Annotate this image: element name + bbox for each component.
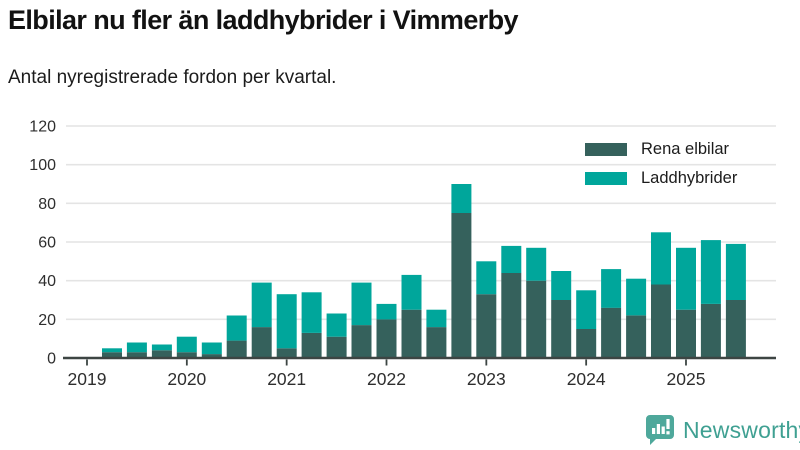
x-tick-label: 2023 (467, 369, 506, 389)
bar-rena-elbilar (601, 307, 622, 358)
bar-rena-elbilar (351, 325, 372, 358)
bar-rena-elbilar (725, 300, 746, 358)
bar-laddhybrider (676, 247, 696, 310)
bar-laddhybrider (326, 313, 347, 337)
bar-laddhybrider (201, 342, 222, 355)
bar-rena-elbilar (176, 352, 197, 358)
bar-laddhybrider (651, 232, 671, 285)
bar-rena-elbilar (376, 319, 397, 358)
bar-rena-elbilar (551, 300, 572, 358)
bar-rena-elbilar (576, 329, 597, 358)
y-tick-label: 60 (38, 235, 56, 252)
legend: Rena elbilar Laddhybrider (585, 139, 738, 200)
bar-laddhybrider (176, 336, 197, 353)
page-subtitle: Antal nyregistrerade fordon per kvartal. (8, 67, 337, 88)
x-tick-label: 2025 (667, 369, 706, 389)
bar-rena-elbilar (426, 327, 447, 358)
x-tick-label: 2024 (567, 369, 606, 389)
stacked-bar-chart: 0 20 40 60 80 100 120 2019 2020 2021 2022 2023 2024 2… (29, 119, 776, 389)
legend-item-laddhybrider: Laddhybrider (585, 168, 738, 187)
bar-rena-elbilar (526, 280, 547, 358)
brand-name: Newsworthy (683, 416, 800, 443)
bar-laddhybrider (476, 261, 497, 295)
legend-label: Rena elbilar (641, 139, 730, 158)
x-tick-label: 2022 (367, 369, 406, 389)
y-tick-label: 100 (29, 157, 56, 174)
bar-laddhybrider (725, 243, 746, 300)
bar-rena-elbilar (102, 352, 122, 358)
y-tick-label: 80 (38, 196, 56, 213)
bar-laddhybrider (451, 184, 472, 213)
bar-laddhybrider (401, 274, 422, 310)
y-tick-label: 20 (38, 312, 56, 329)
bar-laddhybrider (576, 290, 597, 329)
bar-rena-elbilar (251, 327, 272, 358)
bar-rena-elbilar (276, 348, 297, 358)
bar-laddhybrider (700, 240, 721, 304)
bar-laddhybrider (102, 348, 122, 353)
bar-rena-elbilar (126, 352, 147, 358)
bar-laddhybrider (376, 303, 397, 320)
legend-swatch-rena-elbilar (585, 142, 627, 156)
bar-laddhybrider (626, 278, 647, 316)
bar-laddhybrider (351, 282, 372, 326)
newsworthy-logo-icon (646, 415, 674, 445)
legend-label: Laddhybrider (641, 168, 738, 187)
bar-laddhybrider (126, 342, 147, 353)
bar-rena-elbilar (651, 284, 671, 358)
bar-laddhybrider (301, 292, 322, 333)
legend-swatch-laddhybrider (585, 171, 627, 185)
bar-rena-elbilar (626, 315, 647, 358)
bar-rena-elbilar (201, 354, 222, 358)
x-tick-label: 2021 (267, 369, 306, 389)
bar-rena-elbilar (451, 213, 472, 358)
bar-rena-elbilar (401, 309, 422, 358)
bar-laddhybrider (551, 271, 572, 300)
bar-laddhybrider (226, 315, 247, 341)
bar-laddhybrider (151, 344, 172, 351)
legend-item-rena-elbilar: Rena elbilar (585, 139, 737, 158)
x-tick-label: 2020 (167, 369, 206, 389)
bar-laddhybrider (426, 309, 447, 328)
bar-laddhybrider (526, 247, 547, 281)
x-tick-label: 2019 (68, 369, 107, 389)
bar-rena-elbilar (700, 303, 721, 358)
bar-rena-elbilar (676, 309, 696, 358)
bar-rena-elbilar (501, 272, 522, 358)
bar-rena-elbilar (476, 294, 497, 358)
bar-laddhybrider (276, 294, 297, 349)
bar-rena-elbilar (226, 340, 247, 358)
bar-laddhybrider (601, 269, 622, 308)
y-tick-label: 40 (38, 273, 56, 290)
bar-laddhybrider (501, 245, 522, 273)
page-title: Elbilar nu fler än laddhybrider i Vimmer… (8, 5, 519, 35)
brand-footer: Newsworthy (645, 414, 800, 446)
bar-laddhybrider (251, 282, 272, 328)
bar-rena-elbilar (326, 336, 347, 358)
bar-rena-elbilar (151, 350, 172, 358)
y-tick-label: 0 (47, 351, 56, 368)
bar-rena-elbilar (301, 332, 322, 358)
y-tick-label: 120 (29, 119, 56, 136)
